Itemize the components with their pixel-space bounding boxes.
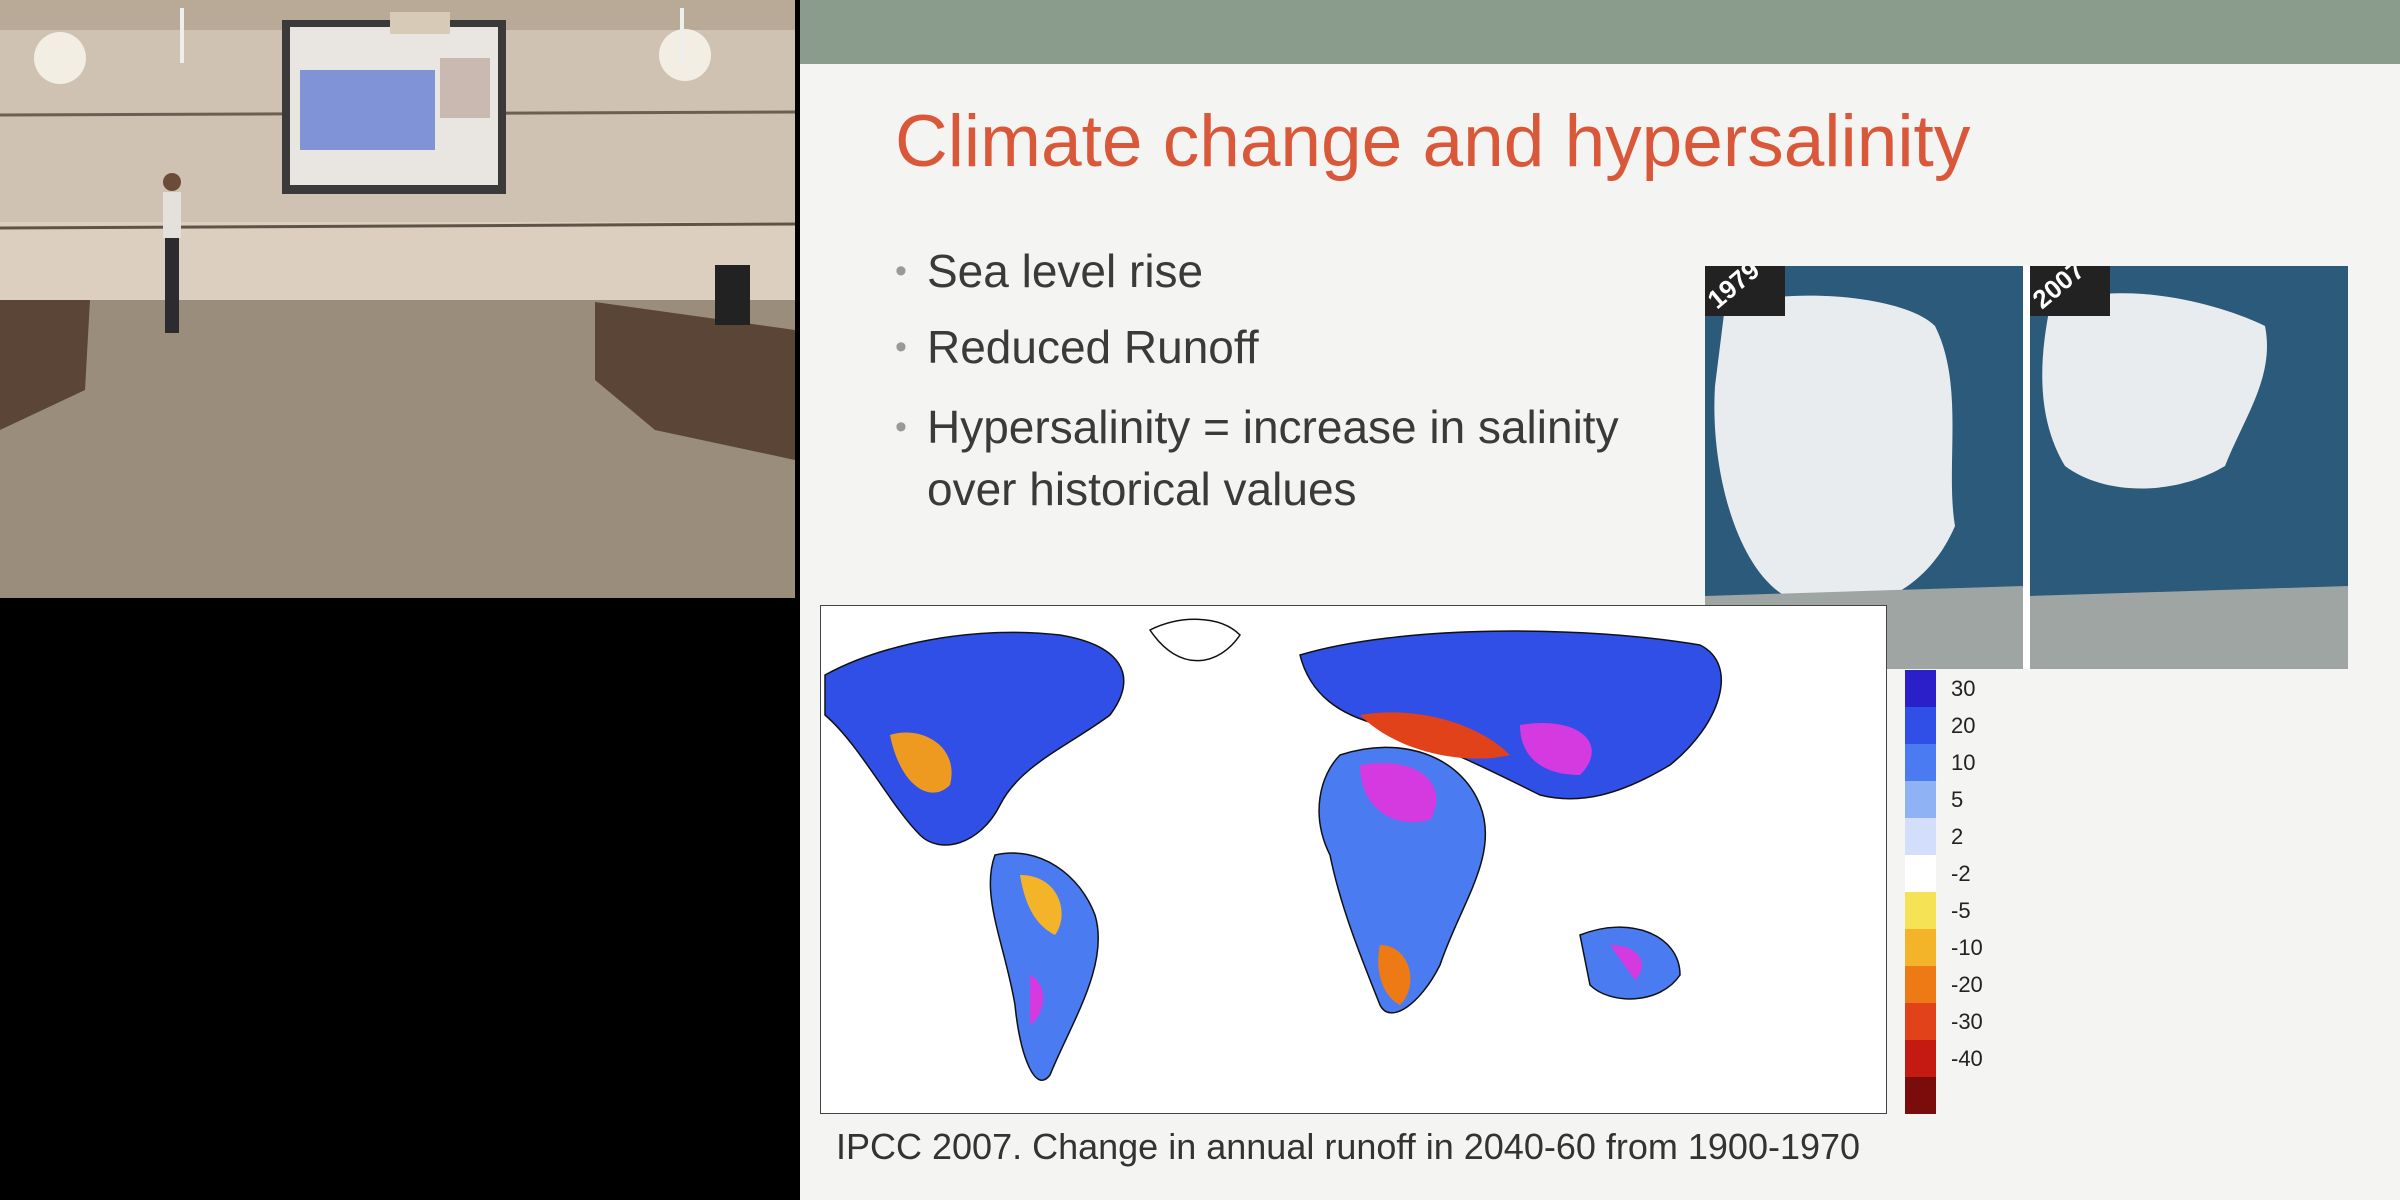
legend-label: 30 [1951,675,1976,701]
legend-swatch [1905,744,1936,781]
legend-label: 20 [1951,712,1976,738]
legend-label: 5 [1951,786,1964,812]
legend-label: -20 [1951,971,1983,997]
legend-swatch [1905,966,1936,1003]
bullet: Hypersalinity = increase in salinity ove… [895,396,1647,520]
legend-label: 2 [1951,823,1964,849]
legend-label: -40 [1951,1045,1983,1071]
legend-swatch [1905,670,1936,707]
legend-swatch [1905,707,1936,744]
slide: Climate change and hypersalinity Sea lev… [800,0,2400,1200]
legend-swatch [1905,1003,1936,1040]
legend-label: 10 [1951,749,1976,775]
legend-label: -10 [1951,934,1983,960]
legend-swatch [1905,1077,1936,1114]
bullet: Reduced Runoff [895,316,1647,378]
slide-title: Climate change and hypersalinity [895,101,1971,182]
legend-swatch [1905,892,1936,929]
bullet: Sea level rise [895,240,1647,302]
legend-label: -30 [1951,1008,1983,1034]
legend-label: -2 [1951,860,1971,886]
legend-swatch [1905,1040,1936,1077]
camera-view [0,0,795,598]
slide-header-bar [800,0,2400,64]
caption: IPCC 2007. Change in annual runoff in 20… [836,1126,1861,1167]
legend-swatch [1905,781,1936,818]
legend-swatch [1905,855,1936,892]
legend-label: -5 [1951,897,1971,923]
legend-swatch [1905,818,1936,855]
legend-swatch [1905,929,1936,966]
runoff-map [820,605,1887,1114]
